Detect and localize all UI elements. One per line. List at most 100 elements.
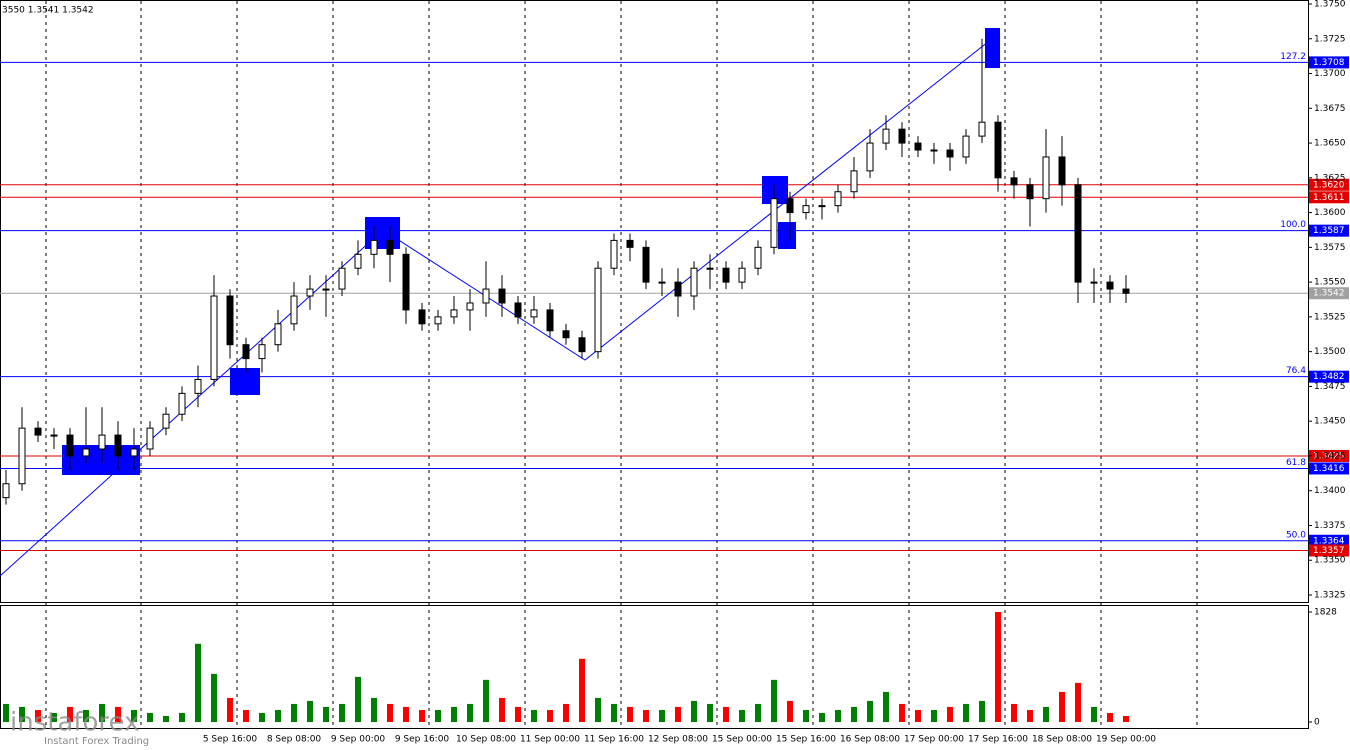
volume-bar	[515, 706, 521, 722]
x-tick-label: 15 Sep 16:00	[776, 735, 836, 745]
volume-bar	[707, 703, 713, 722]
candle-body	[274, 323, 282, 346]
trend-line	[0, 37, 994, 577]
y-tick-label: 1.3625	[1314, 173, 1346, 183]
volume-bar	[979, 700, 985, 722]
volume-tick-label: 0	[1314, 718, 1320, 728]
candle-body	[354, 253, 362, 269]
volume-bar	[195, 643, 201, 722]
volume-bar	[131, 709, 137, 722]
volume-bar	[291, 703, 297, 722]
volume-bar	[227, 697, 233, 722]
candle-body	[114, 434, 122, 457]
volume-bar	[771, 679, 777, 722]
candle-body	[130, 448, 138, 457]
volume-bar	[579, 658, 585, 722]
candle-body	[338, 267, 346, 290]
volume-bar	[339, 703, 345, 722]
fib-label: 50.0	[1286, 530, 1306, 540]
volume-bar	[851, 706, 857, 722]
volume-bar	[83, 709, 89, 722]
volume-bar	[627, 706, 633, 722]
price-label: 1.3620	[1313, 180, 1345, 190]
volume-bar	[963, 703, 969, 722]
x-tick-label: 11 Sep 00:00	[520, 735, 580, 745]
price-label: 1.3587	[1313, 226, 1345, 236]
volume-bar	[371, 697, 377, 722]
candle-body	[226, 295, 234, 346]
volume-bar	[435, 709, 441, 722]
volume-bar	[35, 709, 41, 722]
volume-bar	[531, 709, 537, 722]
fib-label: 61.8	[1286, 458, 1306, 468]
volume-bar	[931, 709, 937, 722]
volume-bar	[915, 709, 921, 722]
candle-body	[242, 344, 250, 360]
x-tick-label: 5 Sep 16:00	[203, 735, 258, 745]
volume-bar	[787, 700, 793, 722]
candle-body	[1058, 156, 1066, 186]
candle-body	[802, 205, 810, 214]
y-tick-label: 1.3600	[1314, 208, 1346, 218]
fib-label: 76.4	[1286, 366, 1306, 376]
candle-body	[194, 378, 202, 394]
levels: 1.3708 127.2 1.3620 1.3611 1.3587 100.0 1.3542…	[0, 52, 1349, 557]
price-label: 1.3416	[1313, 464, 1345, 474]
candle-body	[946, 149, 954, 158]
marker-box	[985, 28, 1000, 68]
x-tick-label: 15 Sep 00:00	[712, 735, 772, 745]
y-tick-label: 1.3500	[1314, 347, 1346, 357]
y-tick-label: 1.3400	[1314, 486, 1346, 496]
volume-bar	[1011, 703, 1017, 722]
x-tick-label: 10 Sep 08:00	[456, 735, 516, 745]
candle-body	[882, 128, 890, 144]
candle-body	[754, 246, 762, 269]
price-label-box	[1309, 449, 1349, 462]
candle-body	[50, 434, 58, 437]
price-label-box	[1309, 287, 1349, 300]
candle-body	[66, 434, 74, 457]
candle-body	[386, 239, 394, 255]
volume-bar	[1059, 691, 1065, 722]
volume-bar	[1027, 709, 1033, 722]
volume-bar	[595, 697, 601, 722]
price-label: 1.3357	[1313, 546, 1345, 556]
volume-bar	[147, 712, 153, 722]
watermark-tagline: Instant Forex Trading	[44, 736, 149, 747]
candle-body	[450, 309, 458, 318]
volume-bar	[819, 712, 825, 722]
candle-body	[498, 288, 506, 304]
candle-body	[562, 330, 570, 339]
marker-box	[62, 445, 140, 475]
marker-box	[365, 217, 400, 249]
candle-body	[258, 344, 266, 360]
x-tick-label: 17 Sep 16:00	[968, 735, 1028, 745]
candle-body	[98, 434, 106, 450]
candle-body	[418, 309, 426, 325]
fib-label: 100.0	[1280, 220, 1306, 230]
candle-body	[978, 121, 986, 137]
y-tick-label: 1.3725	[1314, 34, 1346, 44]
candle-body	[818, 205, 826, 208]
candle-body	[914, 142, 922, 151]
price-label: 1.3364	[1313, 536, 1345, 546]
candle-body	[626, 239, 634, 248]
candle-body	[1026, 184, 1034, 200]
candle-body	[1074, 184, 1082, 283]
y-tick-label: 1.3750	[1314, 0, 1346, 10]
candle-body	[434, 316, 442, 325]
candle-body	[866, 142, 874, 172]
candle-body	[322, 288, 330, 291]
volume-bar	[803, 709, 809, 722]
volume-bar	[323, 706, 329, 722]
candle-body	[578, 337, 586, 353]
candle-body	[82, 448, 90, 457]
candle-body	[2, 483, 10, 499]
volume-bar	[563, 703, 569, 722]
candle-body	[674, 281, 682, 297]
x-tick-label: 11 Sep 16:00	[584, 735, 644, 745]
volume-bar	[867, 700, 873, 722]
candle-body	[546, 309, 554, 332]
volume-bar	[947, 706, 953, 722]
